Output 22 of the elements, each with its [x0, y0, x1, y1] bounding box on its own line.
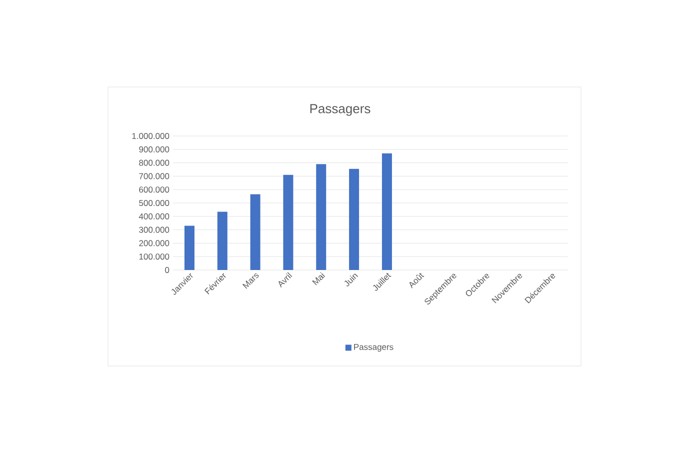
- chart-title: Passagers: [310, 104, 370, 116]
- y-tick-label: 600.000: [139, 186, 170, 193]
- y-tick-label: 500.000: [139, 200, 170, 206]
- x-tick-label: Mai: [312, 272, 326, 286]
- x-tick-label: Juin: [344, 274, 358, 286]
- bar: [283, 174, 294, 270]
- bar: [250, 194, 260, 270]
- bar: [184, 226, 194, 270]
- y-tick-label: 900.000: [139, 146, 170, 152]
- y-tick-label: 1.000.000: [132, 132, 170, 139]
- y-tick-label: 0: [165, 266, 170, 273]
- y-tick-label: 800.000: [139, 160, 170, 166]
- y-tick-label: 400.000: [138, 213, 170, 220]
- bar: [316, 164, 326, 270]
- legend-label: Passagers: [354, 344, 394, 352]
- y-tick-label: 100.000: [139, 254, 170, 260]
- y-tick-label: 700.000: [139, 173, 170, 180]
- bar: [349, 168, 360, 270]
- y-tick-label: 300.000: [139, 226, 170, 233]
- bar: [382, 153, 392, 270]
- y-tick-label: 200.000: [139, 240, 170, 246]
- bar: [217, 212, 228, 270]
